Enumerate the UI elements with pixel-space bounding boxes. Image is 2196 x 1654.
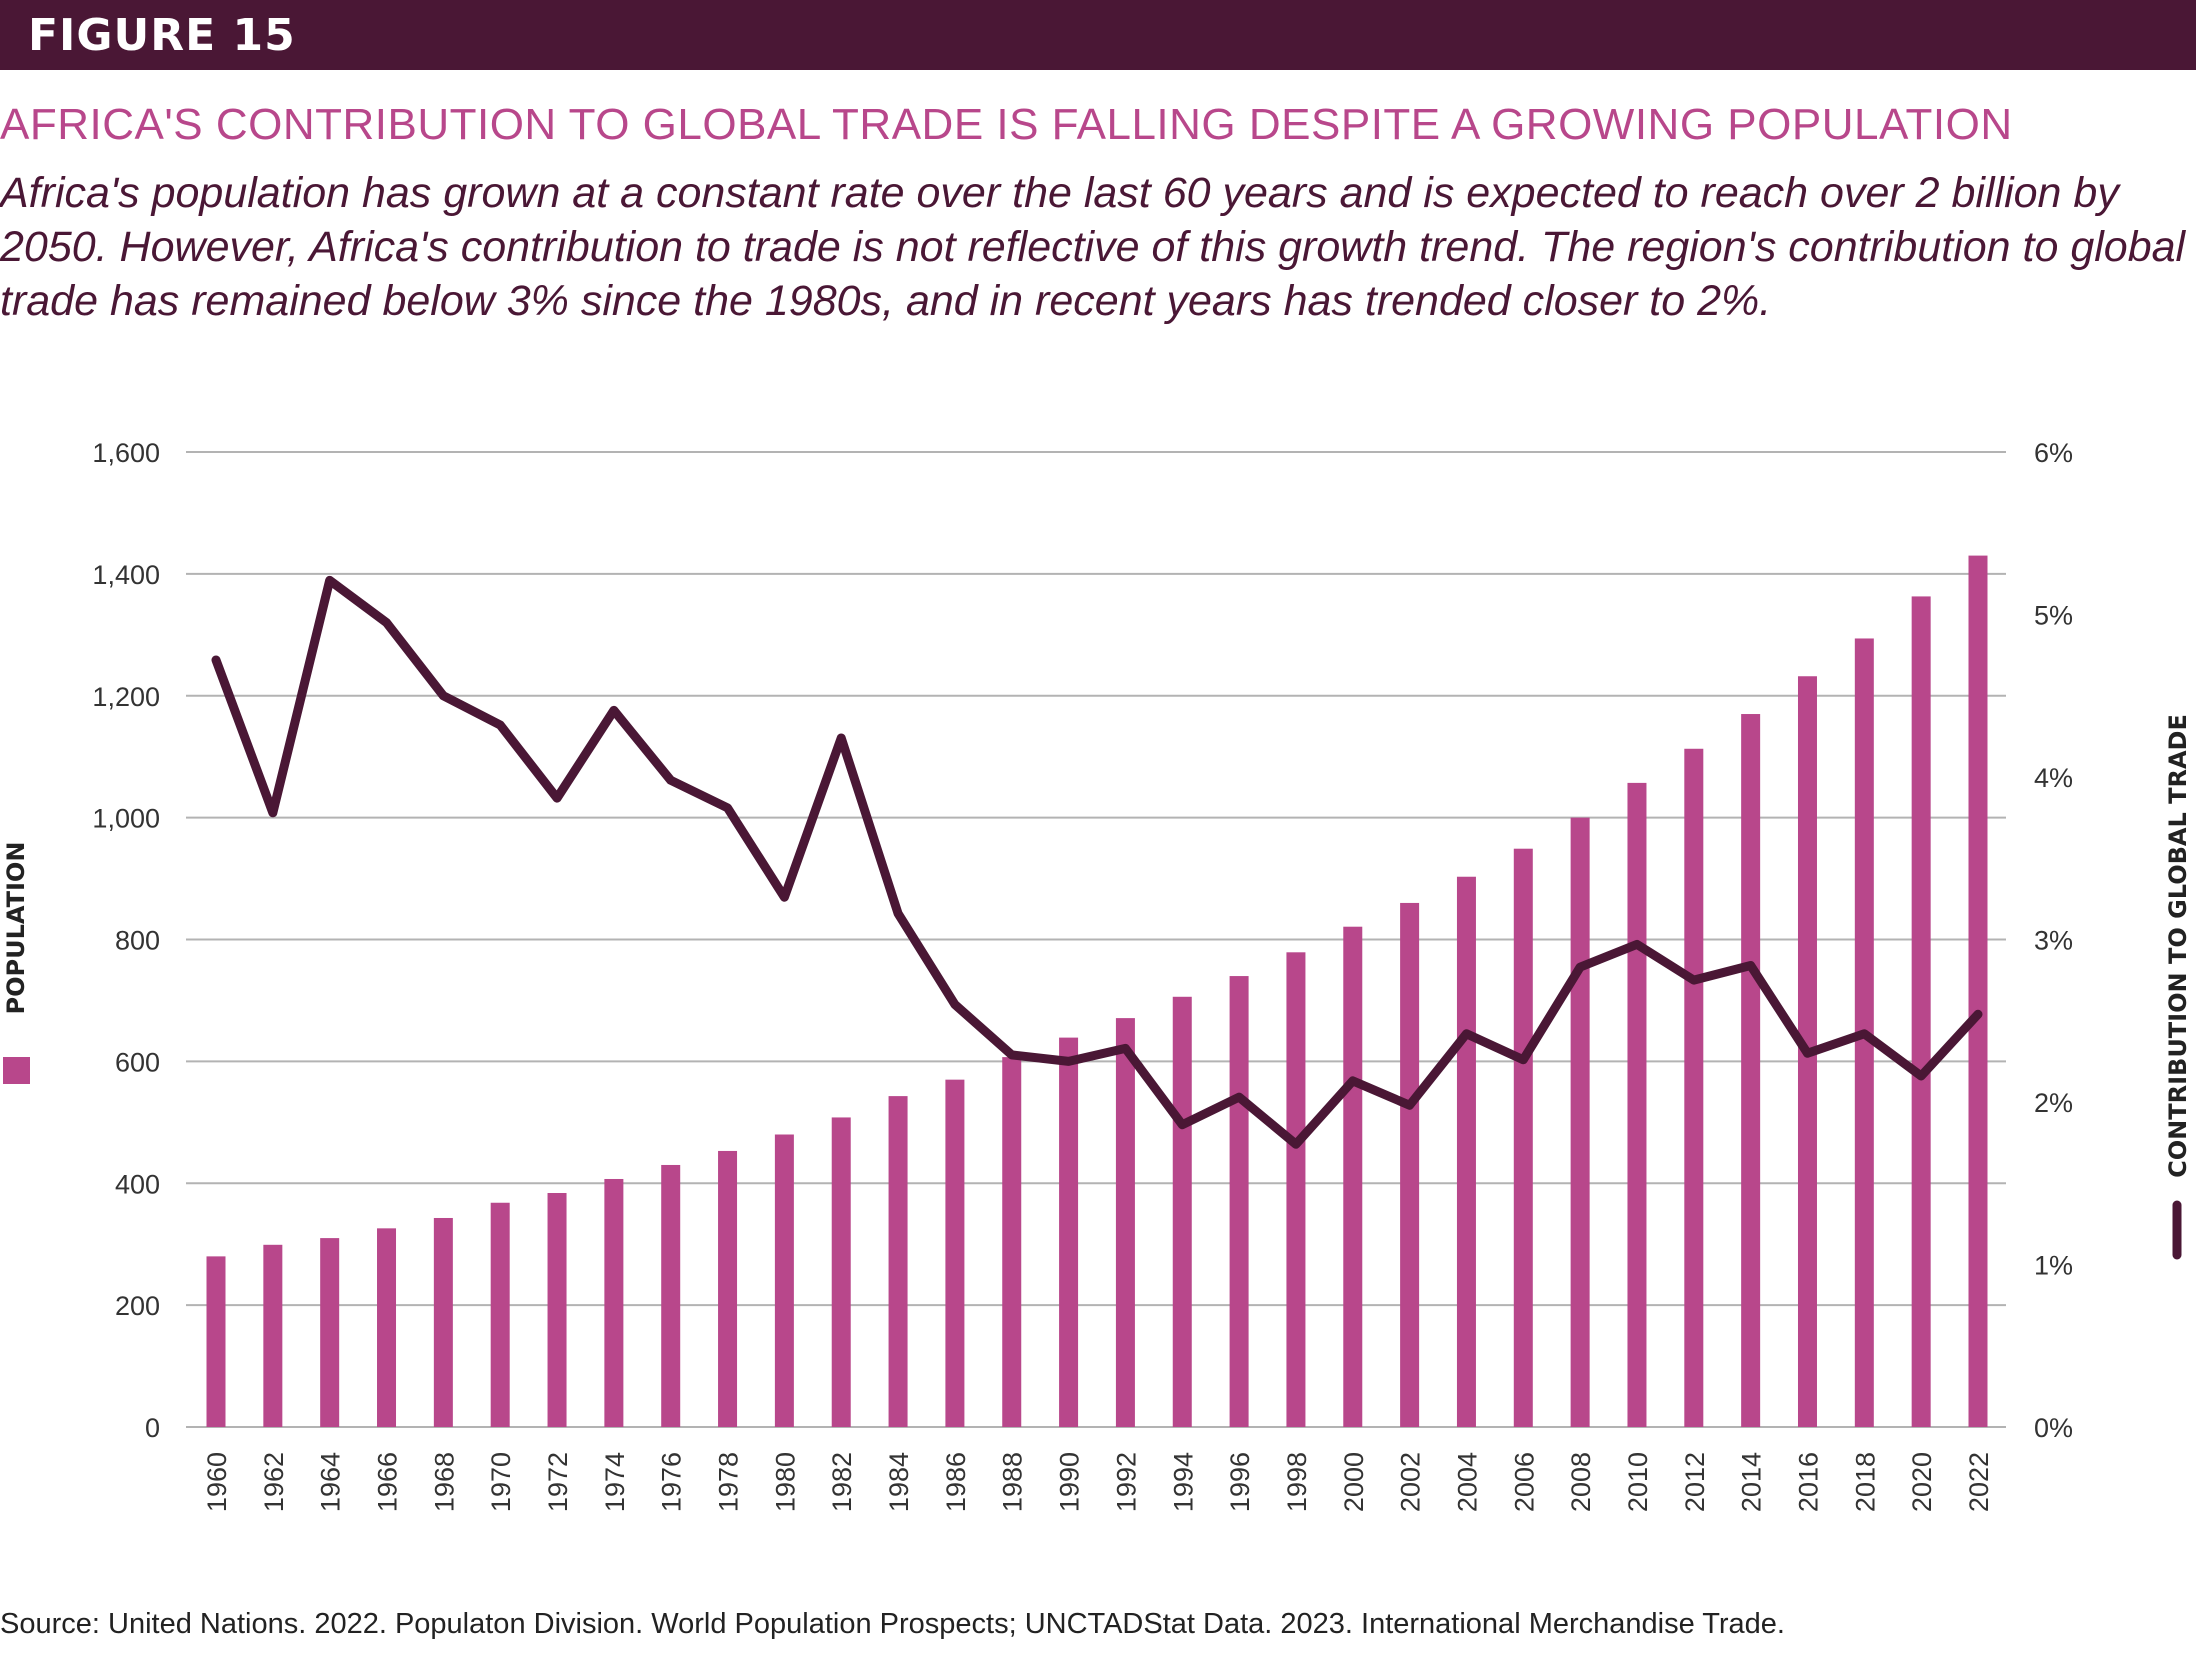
trade-line [211, 575, 1983, 1149]
trade-line-path [211, 575, 1983, 1149]
population-bar [1286, 952, 1306, 1427]
population-bar [1002, 1057, 1022, 1427]
x-tick-label: 1990 [1055, 1452, 1085, 1512]
population-bar [1627, 782, 1647, 1427]
left-tick-label: 1,400 [92, 560, 160, 590]
x-tick-label: 1984 [884, 1452, 914, 1512]
population-bar [661, 1164, 681, 1427]
x-tick-label: 1968 [429, 1452, 459, 1512]
left-tick-label: 1,200 [92, 682, 160, 712]
left-tick-label: 1,600 [92, 438, 160, 468]
x-tick-label: 2014 [1737, 1452, 1767, 1512]
left-axis-ticks: 0 200 400 600 800 1,000 1,200 1,400 1,600 [92, 438, 160, 1443]
left-tick-label: 800 [115, 926, 160, 956]
x-axis-ticks: 1960 1962 1964 1966 1968 1970 1972 1974 1976 1978… [202, 1452, 1994, 1512]
population-bar [377, 1228, 397, 1427]
left-tick-label: 600 [115, 1047, 160, 1077]
population-bar [1968, 555, 1988, 1427]
population-bar [945, 1079, 965, 1427]
x-tick-label: 2008 [1566, 1452, 1596, 1512]
chart-subtitle: Africa's population has grown at a const… [0, 169, 2186, 325]
x-tick-label: 1988 [998, 1452, 1028, 1512]
right-tick-label: 4% [2034, 763, 2073, 793]
x-tick-label: 2000 [1339, 1452, 1369, 1512]
population-bar [1684, 748, 1704, 1427]
figure-header-bar: FIGURE 15 [0, 0, 2196, 70]
left-tick-label: 0 [145, 1413, 160, 1443]
x-tick-label: 1992 [1111, 1452, 1141, 1512]
right-axis-ticks: 0% 1% 2% 3% 4% 5% 6% [2034, 438, 2073, 1443]
population-bar [433, 1217, 453, 1427]
population-bar [1911, 596, 1931, 1427]
population-bar [263, 1244, 283, 1427]
x-tick-label: 1996 [1225, 1452, 1255, 1512]
population-bar [1115, 1018, 1135, 1427]
x-tick-label: 2018 [1850, 1452, 1880, 1512]
population-bar [1400, 902, 1420, 1427]
population-bar [831, 1117, 851, 1427]
x-tick-label: 2020 [1907, 1452, 1937, 1512]
right-axis-title: CONTRIBUTION TO GLOBAL TRADE [2164, 714, 2192, 1178]
population-bar [206, 1256, 226, 1427]
x-tick-label: 2004 [1452, 1452, 1482, 1512]
x-tick-label: 1978 [714, 1452, 744, 1512]
gridlines [186, 451, 2006, 1428]
x-tick-label: 1972 [543, 1452, 573, 1512]
right-tick-label: 5% [2034, 601, 2073, 631]
population-bar [604, 1178, 624, 1427]
figure-label: FIGURE 15 [28, 10, 296, 61]
population-bar [774, 1134, 794, 1427]
population-bar [320, 1238, 340, 1427]
x-tick-label: 1966 [373, 1452, 403, 1512]
population-bars [206, 555, 1988, 1427]
x-tick-label: 1994 [1168, 1452, 1198, 1512]
population-bar [1456, 876, 1476, 1427]
right-tick-label: 2% [2034, 1088, 2073, 1118]
population-bar [1059, 1037, 1079, 1427]
legend-population-swatch [3, 1057, 30, 1084]
x-tick-label: 2012 [1680, 1452, 1710, 1512]
x-tick-label: 2006 [1509, 1452, 1539, 1512]
source-note: Source: United Nations. 2022. Populaton … [0, 1608, 1785, 1640]
left-axis-title: POPULATION [2, 842, 30, 1015]
x-tick-label: 1964 [316, 1452, 346, 1512]
x-tick-label: 2002 [1396, 1452, 1426, 1512]
right-tick-label: 0% [2034, 1413, 2073, 1443]
x-tick-label: 1976 [657, 1452, 687, 1512]
population-bar [1229, 976, 1249, 1427]
population-bar [1570, 817, 1590, 1427]
x-tick-label: 2010 [1623, 1452, 1653, 1512]
population-bar [490, 1202, 510, 1427]
population-bar [547, 1193, 567, 1427]
right-tick-label: 6% [2034, 438, 2073, 468]
left-tick-label: 400 [115, 1169, 160, 1199]
chart-title: AFRICA'S CONTRIBUTION TO GLOBAL TRADE IS… [0, 100, 2013, 149]
x-tick-label: 1962 [259, 1452, 289, 1512]
x-tick-label: 1974 [600, 1452, 630, 1512]
x-tick-label: 1998 [1282, 1452, 1312, 1512]
x-tick-label: 2022 [1964, 1452, 1994, 1512]
population-bar [888, 1096, 908, 1427]
population-bar [1741, 714, 1761, 1427]
left-tick-label: 200 [115, 1291, 160, 1321]
right-tick-label: 1% [2034, 1251, 2073, 1281]
population-bar [1343, 926, 1363, 1427]
x-tick-label: 1960 [202, 1452, 232, 1512]
x-tick-label: 1980 [770, 1452, 800, 1512]
x-tick-label: 1970 [486, 1452, 516, 1512]
x-tick-label: 2016 [1793, 1452, 1823, 1512]
population-bar [1172, 996, 1192, 1427]
population-bar [718, 1150, 738, 1427]
left-tick-label: 1,000 [92, 804, 160, 834]
population-bar [1513, 848, 1533, 1427]
x-tick-label: 1986 [941, 1452, 971, 1512]
x-tick-label: 1982 [827, 1452, 857, 1512]
right-tick-label: 3% [2034, 926, 2073, 956]
